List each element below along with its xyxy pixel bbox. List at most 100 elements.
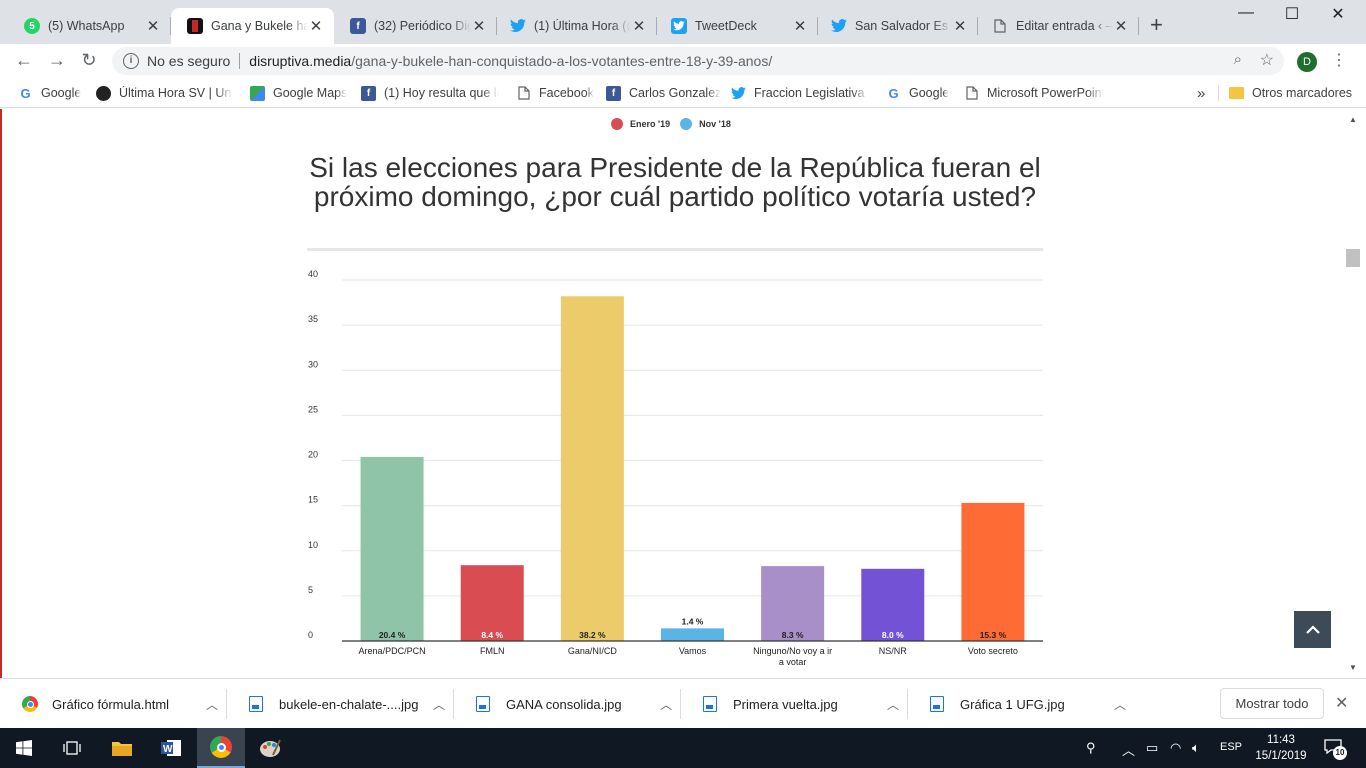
facebook-icon: f bbox=[361, 85, 376, 101]
tab-san-salvador[interactable]: San Salvador Es Tu ✕ bbox=[815, 8, 978, 44]
close-tab-icon[interactable]: ✕ bbox=[1114, 18, 1128, 35]
tab-title: San Salvador Es Tu bbox=[855, 19, 952, 33]
scroll-up-arrow-icon[interactable]: ▲ bbox=[1349, 115, 1357, 124]
bookmark-google-2[interactable]: G Google bbox=[886, 84, 949, 102]
close-window-icon[interactable]: ✕ bbox=[1331, 6, 1345, 23]
close-tab-icon[interactable]: ✕ bbox=[309, 18, 323, 35]
clock-time: 11:43 bbox=[1267, 734, 1295, 746]
close-tab-icon[interactable]: ✕ bbox=[793, 18, 807, 35]
paint-icon[interactable] bbox=[246, 728, 294, 768]
y-tick-label: 30 bbox=[308, 359, 318, 369]
tab-whatsapp[interactable]: 5 (5) WhatsApp ✕ bbox=[8, 8, 171, 44]
maximize-icon[interactable]: ☐ bbox=[1284, 6, 1300, 23]
task-view-icon[interactable] bbox=[48, 728, 96, 768]
download-item[interactable]: bukele-en-chalate-....jpg ︿ bbox=[227, 679, 454, 729]
data-label: 8.0 % bbox=[882, 630, 904, 640]
whatsapp-icon: 5 bbox=[24, 18, 40, 34]
bookmark-facebook[interactable]: Facebook bbox=[516, 84, 594, 102]
scrollbar-thumb[interactable] bbox=[1346, 249, 1360, 267]
x-tick-label: Vamos bbox=[679, 646, 707, 656]
url-host[interactable]: disruptiva.media bbox=[249, 53, 352, 69]
close-tab-icon[interactable]: ✕ bbox=[632, 18, 646, 35]
bookmark-google[interactable]: G Google bbox=[18, 84, 81, 102]
x-tick-label: FMLN bbox=[480, 646, 505, 656]
new-tab-button[interactable]: + bbox=[1150, 12, 1163, 37]
bookmark-carlos-gonzalez[interactable]: f Carlos Gonzalez bbox=[606, 84, 721, 102]
ultimahora-icon bbox=[96, 85, 111, 101]
close-tab-icon[interactable]: ✕ bbox=[146, 18, 160, 35]
url-path[interactable]: /gana-y-bukele-han-conquistado-a-los-vot… bbox=[351, 53, 773, 69]
bookmark-fraccion-legislativa[interactable]: Fraccion Legislativa ( bbox=[731, 84, 869, 102]
chevron-up-icon[interactable]: ︿ bbox=[659, 697, 672, 712]
reload-icon[interactable]: ↻ bbox=[81, 50, 97, 70]
windows-taskbar: W ⚲ ︿ ▭ ◠ 🔈︎ ESP 11:43 15/1/2019 10 bbox=[0, 728, 1366, 768]
close-tab-icon[interactable]: ✕ bbox=[953, 18, 967, 35]
download-item[interactable]: Gráfica 1 UFG.jpg ︿ bbox=[908, 679, 1135, 729]
wifi-icon[interactable]: ◠ bbox=[1170, 740, 1182, 755]
word-icon[interactable]: W bbox=[147, 728, 195, 768]
file-explorer-icon[interactable] bbox=[98, 728, 146, 768]
tab-periodico-digital[interactable]: f (32) Periódico Digital ✕ bbox=[334, 8, 497, 44]
volume-icon[interactable]: 🔈︎ bbox=[1192, 740, 1200, 755]
bookmark-powerpoint[interactable]: Microsoft PowerPoint bbox=[964, 84, 1104, 102]
twitter-icon bbox=[831, 18, 847, 34]
data-label: 15.3 % bbox=[980, 630, 1007, 640]
document-icon bbox=[992, 18, 1008, 34]
download-item[interactable]: Gráfico fórmula.html ︿ bbox=[0, 679, 227, 729]
browser-toolbar: ← → ↻ i No es seguro disruptiva.media /g… bbox=[0, 44, 1366, 78]
windows-start-icon[interactable] bbox=[0, 728, 48, 768]
y-tick-label: 15 bbox=[308, 495, 318, 505]
bar bbox=[661, 628, 724, 641]
chevron-up-icon[interactable]: ︿ bbox=[432, 697, 445, 712]
data-label: 38.2 % bbox=[579, 630, 606, 640]
tab-gana-bukele[interactable]: Gana y Bukele han conquistado ✕ bbox=[171, 8, 334, 44]
close-downloads-icon[interactable]: ✕ bbox=[1335, 695, 1349, 712]
x-tick-label: Ninguno/No voy a ir a votar bbox=[753, 646, 832, 667]
download-item[interactable]: Primera vuelta.jpg ︿ bbox=[681, 679, 908, 729]
bookmark-google-maps[interactable]: Google Maps bbox=[250, 84, 347, 102]
chevron-up-icon[interactable]: ︿ bbox=[1122, 743, 1136, 758]
x-tick-label: NS/NR bbox=[879, 646, 908, 656]
minimize-icon[interactable]: — bbox=[1238, 4, 1254, 21]
clock[interactable]: 11:43 15/1/2019 bbox=[1250, 732, 1312, 764]
chevron-up-icon bbox=[1305, 625, 1320, 634]
bookmark-star-icon[interactable]: ☆ bbox=[1259, 52, 1274, 69]
chrome-taskbar-icon[interactable] bbox=[197, 728, 245, 768]
x-tick-label: Arena/PDC/PCN bbox=[359, 646, 426, 656]
battery-icon[interactable]: ▭ bbox=[1146, 740, 1159, 755]
download-item[interactable]: GANA consolida.jpg ︿ bbox=[454, 679, 681, 729]
forward-arrow-icon[interactable]: → bbox=[48, 50, 66, 70]
back-arrow-icon[interactable]: ← bbox=[15, 50, 33, 70]
vertical-scrollbar[interactable]: ▲ ▼ bbox=[1343, 109, 1366, 678]
y-tick-label: 25 bbox=[308, 404, 318, 414]
google-icon: G bbox=[888, 85, 899, 101]
address-bar[interactable]: i No es seguro disruptiva.media /gana-y-… bbox=[112, 47, 1284, 75]
tab-tweetdeck[interactable]: TweetDeck ✕ bbox=[655, 8, 818, 44]
people-icon[interactable]: ⚲ bbox=[1086, 740, 1096, 755]
bookmark-hoy-resulta[interactable]: f (1) Hoy resulta que la bbox=[361, 84, 499, 102]
data-label: 1.4 % bbox=[682, 616, 704, 626]
chevron-up-icon[interactable]: ︿ bbox=[1113, 697, 1126, 712]
other-bookmarks-button[interactable]: Otros marcadores bbox=[1229, 84, 1352, 102]
action-center-icon[interactable]: 10 bbox=[1324, 739, 1347, 760]
menu-dots-icon[interactable]: ⋮ bbox=[1331, 52, 1347, 69]
scroll-down-arrow-icon[interactable]: ▼ bbox=[1349, 663, 1357, 672]
security-label[interactable]: No es seguro bbox=[147, 53, 231, 69]
scroll-to-top-button[interactable] bbox=[1294, 611, 1331, 648]
language-indicator[interactable]: ESP bbox=[1220, 741, 1243, 753]
tab-title: TweetDeck bbox=[695, 19, 757, 33]
image-file-icon bbox=[703, 696, 717, 712]
bookmarks-overflow-button[interactable]: » bbox=[1197, 84, 1206, 102]
legend-label-enero: Enero '19 bbox=[630, 119, 671, 129]
close-tab-icon[interactable]: ✕ bbox=[472, 18, 486, 35]
legend-swatch-enero bbox=[611, 118, 623, 130]
info-icon[interactable]: i bbox=[123, 53, 139, 69]
tab-ultima-hora[interactable]: (1) Última Hora (@ ✕ bbox=[494, 8, 657, 44]
zoom-icon[interactable]: ⌕ bbox=[1233, 51, 1242, 68]
avatar[interactable]: D bbox=[1297, 52, 1317, 72]
chevron-up-icon[interactable]: ︿ bbox=[886, 697, 899, 712]
chevron-up-icon[interactable]: ︿ bbox=[205, 697, 218, 712]
tab-editar-entrada[interactable]: Editar entrada ‹ — ✕ bbox=[976, 8, 1139, 44]
show-all-downloads-button[interactable]: Mostrar todo bbox=[1220, 688, 1324, 719]
bookmark-ultima-hora[interactable]: Última Hora SV | Un periódico bbox=[96, 84, 233, 102]
